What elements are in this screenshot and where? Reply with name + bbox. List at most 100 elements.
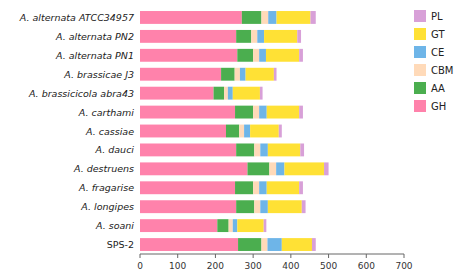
bar-segment [229,219,233,232]
axis-line [140,254,404,255]
legend-swatch [414,46,426,58]
category-label: A. alternata PN2 [55,31,134,42]
category-label: A. brassicae J3 [63,69,134,80]
tick-label: 700 [395,261,412,271]
category-label: A. brassicicola abra43 [28,88,134,99]
tick-label: 600 [358,261,375,271]
bar-segment [302,200,306,213]
bar-segment [253,181,259,194]
bar-segment [140,200,236,213]
tick-mark [290,254,291,258]
bar-segment [268,143,300,156]
bar-segment [264,219,267,232]
bar-segment [282,238,312,251]
bar-segment [324,162,329,175]
bar-segment [299,181,303,194]
category-label: A. dauci [95,144,135,155]
bar-segment [140,68,221,81]
legend: PLGTCECBMAAGH [414,10,453,112]
bar-segment [214,87,225,100]
chart: 0100200300400500600700A. alternata ATCC3… [0,0,474,280]
bar-segment [140,49,237,62]
bar-segment [259,49,266,62]
bar-segment [297,30,301,43]
bar-segment [235,68,240,81]
bar-segment [250,125,279,138]
bar-segment [259,106,267,119]
bar-segment [310,11,315,24]
bar-segment [244,125,250,138]
legend-label: AA [431,83,445,94]
bar-segment [237,49,253,62]
bar-segment [235,181,253,194]
bar-segment [312,238,316,251]
bar-segment [140,219,217,232]
bar-segment [238,238,261,251]
bar-segment [224,87,228,100]
bar-segment [251,30,257,43]
legend-label: PL [431,11,443,22]
legend-swatch [414,10,426,22]
tick-label: 400 [282,261,299,271]
bar-segment [268,200,302,213]
bar-segment [254,200,260,213]
bar-segment [260,87,263,100]
bar-segment [267,106,299,119]
bar-segment [217,219,228,232]
category-label: A. alternata PN1 [55,50,134,61]
bar-segment [257,30,264,43]
bar-segment [246,68,274,81]
bar-segment [140,238,238,251]
tick-label: 300 [245,261,262,271]
bar-segment [284,162,324,175]
bar-segment [233,87,260,100]
tick-mark [404,254,405,258]
tick-mark [177,254,178,258]
category-label: A. alternata ATCC34957 [19,12,134,23]
legend-label: CE [431,47,444,58]
tick-mark [328,254,329,258]
bar-segment [140,125,226,138]
bar-segment [267,181,299,194]
tick-mark [215,254,216,258]
category-label: A. fragarise [78,182,134,193]
bar-segment [266,49,299,62]
category-label: A. soani [95,220,134,231]
legend-swatch [414,82,426,94]
bar-segment [264,30,297,43]
bar-segment [259,181,267,194]
bar-segment [299,49,303,62]
bar-segment [267,238,281,251]
bar-segment [242,11,262,24]
category-label: A. carthami [78,107,134,118]
bar-segment [140,162,247,175]
bar-segment [236,143,254,156]
bar-segment [274,68,277,81]
bar-segment [140,181,235,194]
bars [140,11,329,251]
category-label: A. destruens [73,163,134,174]
bar-segment [276,162,284,175]
bar-segment [268,11,276,24]
bar-segment [299,106,303,119]
bar-segment [140,87,214,100]
bar-segment [277,11,311,24]
bar-segment [235,106,253,119]
tick-label: 500 [320,261,337,271]
legend-swatch [414,28,426,40]
bar-segment [260,200,268,213]
bar-segment [279,125,282,138]
bar-segment [221,68,235,81]
legend-swatch [414,100,426,112]
legend-swatch [414,64,426,76]
bar-segment [140,143,236,156]
tick-mark [140,254,141,258]
bar-segment [237,219,263,232]
legend-label: CBM [431,65,453,76]
tick-label: 100 [169,261,186,271]
legend-label: GH [431,101,446,112]
tick-mark [253,254,254,258]
bar-segment [261,11,268,24]
category-label: A. cassiae [85,126,134,137]
bar-segment [253,106,259,119]
